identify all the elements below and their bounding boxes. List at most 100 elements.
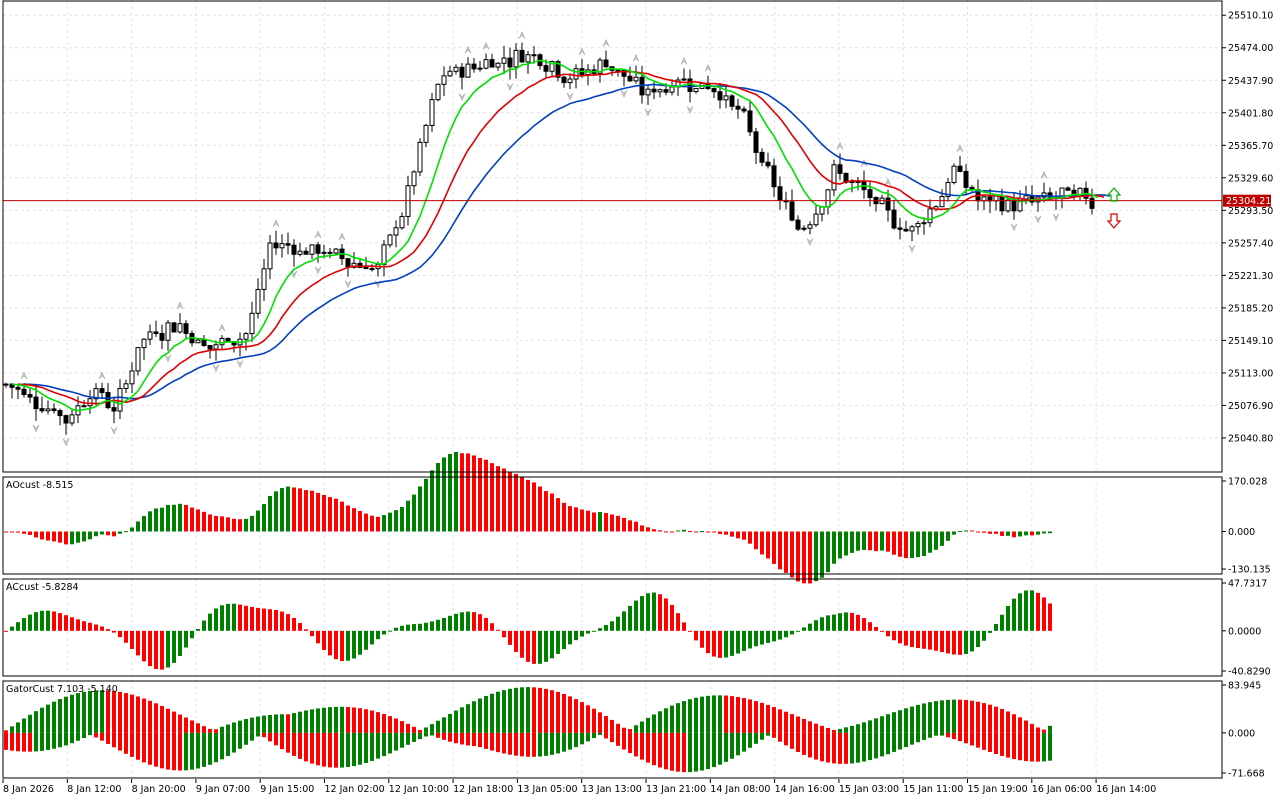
histogram-bar — [790, 714, 794, 733]
histogram-bar — [712, 732, 716, 768]
histogram-bar — [124, 732, 128, 754]
candle-body — [711, 88, 717, 93]
histogram-bar — [940, 531, 944, 546]
histogram-bar — [190, 720, 194, 733]
histogram-bar — [178, 503, 182, 532]
candle-body — [93, 388, 99, 400]
indicator-title: GatorCust 7.103 -5.140 — [6, 684, 118, 695]
fractal-up-marker — [272, 219, 280, 227]
histogram-bar — [562, 630, 566, 650]
time-axis-label: 9 Jan 07:00 — [196, 784, 250, 795]
candle-body — [813, 213, 819, 226]
histogram-bar — [706, 695, 710, 733]
histogram-bar — [664, 708, 668, 733]
histogram-bar — [436, 720, 440, 733]
histogram-bar — [544, 732, 548, 756]
price-axis-label: 25437.90 — [1228, 76, 1273, 87]
histogram-bar — [724, 732, 728, 762]
histogram-bar — [808, 531, 812, 584]
fractal-up-marker — [98, 371, 106, 380]
histogram-bar — [688, 699, 692, 733]
histogram-bar — [1036, 732, 1040, 762]
histogram-bar — [712, 695, 716, 733]
candle-body — [39, 408, 45, 412]
histogram-bar — [598, 512, 602, 532]
histogram-bar — [616, 723, 620, 733]
fractal-markers — [20, 30, 1060, 447]
candle-body — [669, 86, 675, 93]
histogram-bar — [256, 510, 260, 532]
histogram-bar — [610, 514, 614, 532]
histogram-bar — [664, 598, 668, 631]
histogram-bar — [46, 610, 50, 631]
histogram-bar — [328, 497, 332, 532]
fractal-down-marker — [314, 266, 322, 275]
histogram-bar — [382, 713, 386, 733]
histogram-bar — [208, 732, 212, 765]
histogram-bar — [376, 516, 380, 532]
histogram-bar — [376, 630, 380, 640]
histogram-bar — [916, 531, 920, 558]
candle-body — [363, 267, 369, 270]
histogram-bar — [802, 531, 806, 584]
candle-body — [261, 268, 267, 290]
histogram-bar — [130, 694, 134, 733]
histogram-bar — [496, 732, 500, 753]
histogram-bar — [808, 732, 812, 758]
candle-body — [129, 370, 135, 385]
histogram-bar — [706, 732, 710, 770]
candle-body — [1011, 199, 1017, 212]
histogram-bar — [28, 714, 32, 733]
fractal-down-marker — [1034, 215, 1042, 224]
histogram-bar — [568, 506, 572, 532]
histogram-bar — [658, 530, 662, 532]
time-axis-label: 13 Jan 05:00 — [517, 784, 577, 795]
histogram-bar — [4, 630, 8, 632]
histogram-bar — [670, 732, 674, 771]
histogram-bar — [538, 687, 542, 733]
histogram-bar — [970, 700, 974, 733]
histogram-bar — [520, 687, 524, 733]
histogram-bar — [412, 726, 416, 733]
histogram-bar — [256, 732, 260, 737]
histogram-bar — [532, 732, 536, 757]
histogram-bar — [922, 630, 926, 649]
histogram-bar — [94, 624, 98, 631]
fractal-up-marker — [1040, 170, 1048, 179]
candle-body — [741, 108, 747, 112]
fractal-down-marker — [806, 238, 814, 247]
histogram-bar — [334, 498, 338, 532]
candle-body — [57, 410, 63, 417]
histogram-bar — [412, 732, 416, 742]
price-axis-label: 25113.00 — [1228, 368, 1273, 379]
histogram-bar — [394, 718, 398, 733]
histogram-bar — [1000, 531, 1004, 536]
histogram-bar — [508, 688, 512, 733]
histogram-bar — [526, 687, 530, 733]
histogram-bar — [166, 630, 170, 668]
histogram-bar — [1030, 590, 1034, 631]
candle-body — [717, 91, 723, 101]
candle-body — [249, 312, 255, 335]
histogram-bar — [1036, 592, 1040, 631]
histogram-bar — [940, 700, 944, 733]
histogram-bar — [1048, 725, 1052, 733]
indicator-title: AOcust -8.515 — [6, 480, 73, 491]
candle-body — [423, 124, 429, 143]
histogram-bar — [16, 732, 20, 752]
histogram-bar — [262, 732, 266, 738]
histogram-bar — [40, 531, 44, 540]
histogram-bar — [1042, 531, 1046, 534]
histogram-bar — [454, 732, 458, 744]
price-axis-label: 25474.00 — [1228, 43, 1273, 54]
candle-body — [657, 89, 663, 93]
histogram-bar — [448, 713, 452, 733]
histogram-bar — [808, 623, 812, 631]
candle-body — [435, 83, 441, 101]
fractal-down-marker — [236, 360, 244, 368]
price-axis-label: 25185.20 — [1228, 303, 1273, 314]
candle-body — [255, 288, 261, 314]
histogram-bar — [88, 531, 92, 540]
